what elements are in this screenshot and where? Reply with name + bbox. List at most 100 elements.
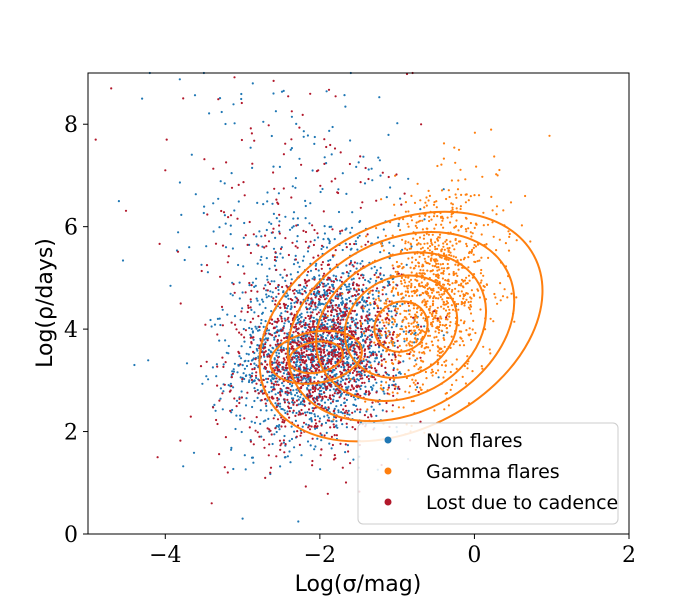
scatter-point-non-flares [295, 240, 299, 243]
scatter-point-lost-due-to-cadence [349, 300, 352, 303]
scatter-point-non-flares [306, 311, 309, 314]
scatter-point-lost-due-to-cadence [302, 421, 306, 424]
scatter-point-non-flares [347, 272, 350, 275]
scatter-point-non-flares [233, 362, 236, 365]
scatter-point-non-flares [254, 325, 257, 328]
scatter-point-gamma-flares [431, 320, 435, 323]
scatter-point-lost-due-to-cadence [333, 454, 336, 457]
scatter-point-gamma-flares [396, 292, 400, 296]
scatter-point-lost-due-to-cadence [341, 229, 344, 232]
scatter-point-non-flares [267, 417, 270, 420]
scatter-point-lost-due-to-cadence [381, 293, 384, 296]
scatter-point-gamma-flares [404, 242, 407, 245]
scatter-point-lost-due-to-cadence [323, 350, 326, 353]
scatter-point-gamma-flares [504, 242, 507, 245]
scatter-point-gamma-flares [445, 300, 448, 303]
scatter-point-non-flares [315, 262, 318, 265]
scatter-point-non-flares [347, 377, 351, 380]
scatter-point-lost-due-to-cadence [237, 350, 240, 353]
scatter-point-gamma-flares [391, 391, 394, 394]
scatter-point-lost-due-to-cadence [252, 233, 255, 236]
scatter-point-non-flares [213, 403, 216, 406]
scatter-point-gamma-flares [441, 298, 444, 301]
scatter-point-lost-due-to-cadence [368, 313, 371, 316]
scatter-point-gamma-flares [399, 228, 402, 232]
scatter-point-lost-due-to-cadence [347, 368, 350, 371]
scatter-point-non-flares [312, 328, 315, 331]
scatter-point-lost-due-to-cadence [274, 320, 277, 323]
scatter-point-lost-due-to-cadence [319, 184, 322, 187]
scatter-point-lost-due-to-cadence [313, 320, 316, 323]
scatter-point-lost-due-to-cadence [300, 408, 303, 412]
scatter-point-gamma-flares [471, 328, 474, 331]
scatter-point-non-flares [272, 374, 275, 377]
scatter-point-lost-due-to-cadence [313, 325, 316, 328]
scatter-point-non-flares [372, 297, 375, 300]
scatter-point-non-flares [293, 301, 296, 304]
scatter-point-non-flares [263, 338, 266, 341]
scatter-point-non-flares [351, 211, 354, 214]
scatter-point-gamma-flares [447, 249, 450, 252]
scatter-point-non-flares [366, 303, 369, 307]
scatter-point-non-flares [271, 442, 274, 446]
scatter-point-gamma-flares [458, 240, 461, 243]
scatter-point-gamma-flares [431, 233, 434, 236]
scatter-point-gamma-flares [473, 194, 476, 197]
scatter-point-lost-due-to-cadence [321, 261, 324, 264]
scatter-point-gamma-flares [421, 219, 424, 222]
scatter-point-lost-due-to-cadence [313, 278, 316, 281]
scatter-point-non-flares [300, 454, 303, 457]
scatter-point-lost-due-to-cadence [287, 95, 290, 98]
scatter-point-lost-due-to-cadence [302, 335, 305, 338]
scatter-point-lost-due-to-cadence [314, 424, 317, 427]
scatter-point-lost-due-to-cadence [253, 139, 256, 142]
scatter-point-non-flares [410, 245, 413, 248]
scatter-point-lost-due-to-cadence [272, 227, 275, 230]
scatter-point-gamma-flares [420, 313, 423, 316]
scatter-point-gamma-flares [464, 193, 467, 196]
scatter-point-lost-due-to-cadence [271, 334, 274, 337]
scatter-point-non-flares [215, 375, 218, 378]
scatter-point-non-flares [284, 411, 287, 415]
scatter-point-lost-due-to-cadence [278, 232, 281, 235]
scatter-point-non-flares [385, 196, 388, 199]
scatter-point-gamma-flares [419, 219, 422, 222]
scatter-point-gamma-flares [432, 300, 435, 303]
scatter-point-lost-due-to-cadence [309, 395, 312, 398]
scatter-point-gamma-flares [407, 325, 411, 328]
scatter-point-lost-due-to-cadence [310, 335, 313, 338]
scatter-point-gamma-flares [462, 297, 465, 300]
scatter-point-gamma-flares [332, 418, 335, 421]
scatter-point-gamma-flares [427, 255, 430, 258]
scatter-point-non-flares [255, 376, 258, 379]
scatter-point-non-flares [365, 358, 368, 361]
scatter-point-gamma-flares [428, 296, 431, 299]
scatter-point-non-flares [289, 341, 292, 344]
scatter-point-gamma-flares [434, 264, 437, 268]
scatter-point-lost-due-to-cadence [314, 418, 317, 422]
scatter-point-lost-due-to-cadence [319, 296, 322, 299]
scatter-point-non-flares [261, 245, 264, 248]
scatter-point-non-flares [326, 414, 329, 417]
scatter-point-gamma-flares [433, 201, 436, 204]
scatter-point-non-flares [233, 209, 236, 212]
scatter-point-gamma-flares [502, 209, 505, 212]
scatter-point-gamma-flares [414, 224, 417, 227]
scatter-point-gamma-flares [421, 272, 424, 275]
scatter-point-lost-due-to-cadence [311, 301, 314, 304]
scatter-point-lost-due-to-cadence [275, 377, 278, 380]
scatter-point-non-flares [359, 262, 362, 265]
scatter-point-gamma-flares [422, 317, 425, 320]
scatter-point-lost-due-to-cadence [164, 169, 167, 172]
scatter-point-gamma-flares [438, 325, 441, 329]
scatter-point-non-flares [117, 200, 120, 203]
scatter-point-lost-due-to-cadence [278, 213, 281, 216]
scatter-point-gamma-flares [466, 282, 469, 285]
scatter-point-lost-due-to-cadence [298, 358, 301, 361]
scatter-point-lost-due-to-cadence [348, 337, 352, 340]
legend-marker-non-flares [384, 436, 392, 444]
scatter-point-gamma-flares [436, 279, 439, 282]
scatter-point-lost-due-to-cadence [351, 283, 355, 287]
scatter-point-non-flares [264, 284, 267, 287]
scatter-point-non-flares [282, 384, 285, 387]
